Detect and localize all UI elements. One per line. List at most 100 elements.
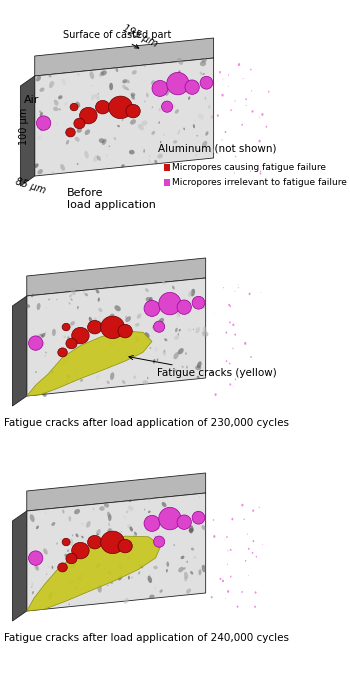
Ellipse shape — [199, 496, 201, 499]
Ellipse shape — [97, 533, 99, 536]
Ellipse shape — [172, 285, 175, 290]
Ellipse shape — [148, 575, 150, 576]
Ellipse shape — [29, 336, 43, 350]
Ellipse shape — [35, 565, 39, 571]
Ellipse shape — [192, 296, 205, 309]
Ellipse shape — [229, 363, 231, 364]
Ellipse shape — [219, 578, 221, 580]
Ellipse shape — [175, 82, 177, 84]
Ellipse shape — [250, 171, 251, 172]
Ellipse shape — [162, 502, 166, 507]
Ellipse shape — [129, 337, 133, 341]
Ellipse shape — [139, 124, 142, 129]
Ellipse shape — [162, 301, 167, 305]
Ellipse shape — [81, 536, 84, 538]
Polygon shape — [27, 258, 206, 296]
Ellipse shape — [132, 331, 134, 333]
Ellipse shape — [124, 598, 128, 604]
Ellipse shape — [93, 508, 94, 510]
Ellipse shape — [246, 105, 247, 106]
Ellipse shape — [188, 291, 192, 297]
Ellipse shape — [62, 509, 64, 513]
Ellipse shape — [144, 65, 146, 67]
Ellipse shape — [91, 85, 92, 86]
Polygon shape — [27, 493, 206, 611]
Ellipse shape — [133, 375, 136, 379]
Ellipse shape — [248, 575, 249, 576]
Ellipse shape — [107, 585, 108, 586]
Ellipse shape — [238, 63, 240, 66]
Ellipse shape — [85, 293, 88, 296]
Ellipse shape — [84, 151, 89, 158]
Ellipse shape — [227, 590, 229, 593]
Ellipse shape — [206, 77, 210, 85]
Ellipse shape — [235, 164, 236, 166]
Ellipse shape — [247, 533, 248, 535]
Ellipse shape — [202, 58, 207, 63]
Ellipse shape — [77, 577, 79, 580]
Ellipse shape — [152, 80, 168, 97]
Ellipse shape — [127, 88, 129, 91]
Ellipse shape — [67, 337, 70, 342]
Ellipse shape — [108, 96, 133, 119]
Ellipse shape — [79, 573, 84, 581]
Ellipse shape — [243, 78, 244, 79]
Text: Before
load application: Before load application — [66, 188, 155, 209]
Ellipse shape — [230, 109, 232, 111]
Ellipse shape — [52, 589, 55, 594]
Ellipse shape — [193, 556, 197, 559]
Ellipse shape — [85, 129, 90, 135]
Ellipse shape — [261, 113, 264, 116]
Ellipse shape — [184, 576, 187, 581]
Ellipse shape — [190, 79, 191, 82]
Bar — [164, 164, 170, 171]
Ellipse shape — [159, 507, 181, 530]
Ellipse shape — [30, 514, 35, 522]
Ellipse shape — [82, 523, 83, 524]
Ellipse shape — [99, 138, 105, 143]
Ellipse shape — [173, 369, 177, 372]
Ellipse shape — [96, 374, 100, 380]
Ellipse shape — [152, 131, 155, 135]
Polygon shape — [27, 536, 161, 611]
Ellipse shape — [222, 140, 223, 141]
Ellipse shape — [200, 71, 203, 75]
Ellipse shape — [144, 100, 145, 102]
Ellipse shape — [77, 73, 79, 76]
Ellipse shape — [66, 553, 77, 564]
Ellipse shape — [241, 124, 243, 126]
Ellipse shape — [193, 328, 194, 330]
Ellipse shape — [184, 571, 188, 579]
Polygon shape — [13, 511, 27, 621]
Ellipse shape — [123, 545, 126, 549]
Ellipse shape — [67, 581, 71, 584]
Ellipse shape — [83, 577, 86, 582]
Ellipse shape — [183, 567, 186, 569]
Ellipse shape — [37, 303, 41, 310]
Text: Micropores irrelevant to fatigue failure: Micropores irrelevant to fatigue failure — [172, 178, 347, 187]
Ellipse shape — [133, 535, 134, 537]
Ellipse shape — [98, 104, 103, 108]
Ellipse shape — [229, 384, 231, 386]
Ellipse shape — [98, 298, 100, 302]
Ellipse shape — [92, 320, 97, 324]
Ellipse shape — [141, 120, 148, 126]
Ellipse shape — [234, 172, 235, 173]
Ellipse shape — [66, 140, 69, 144]
Ellipse shape — [101, 316, 125, 339]
Ellipse shape — [46, 574, 47, 575]
Ellipse shape — [93, 578, 96, 581]
Ellipse shape — [227, 372, 229, 374]
Polygon shape — [27, 473, 206, 511]
Ellipse shape — [165, 90, 169, 96]
Ellipse shape — [260, 292, 261, 293]
Ellipse shape — [254, 605, 256, 608]
Ellipse shape — [94, 540, 99, 547]
Ellipse shape — [35, 371, 37, 373]
Ellipse shape — [165, 105, 169, 110]
Ellipse shape — [106, 381, 110, 384]
Ellipse shape — [250, 356, 252, 358]
Ellipse shape — [114, 137, 116, 140]
Ellipse shape — [244, 369, 246, 371]
Ellipse shape — [142, 380, 148, 385]
